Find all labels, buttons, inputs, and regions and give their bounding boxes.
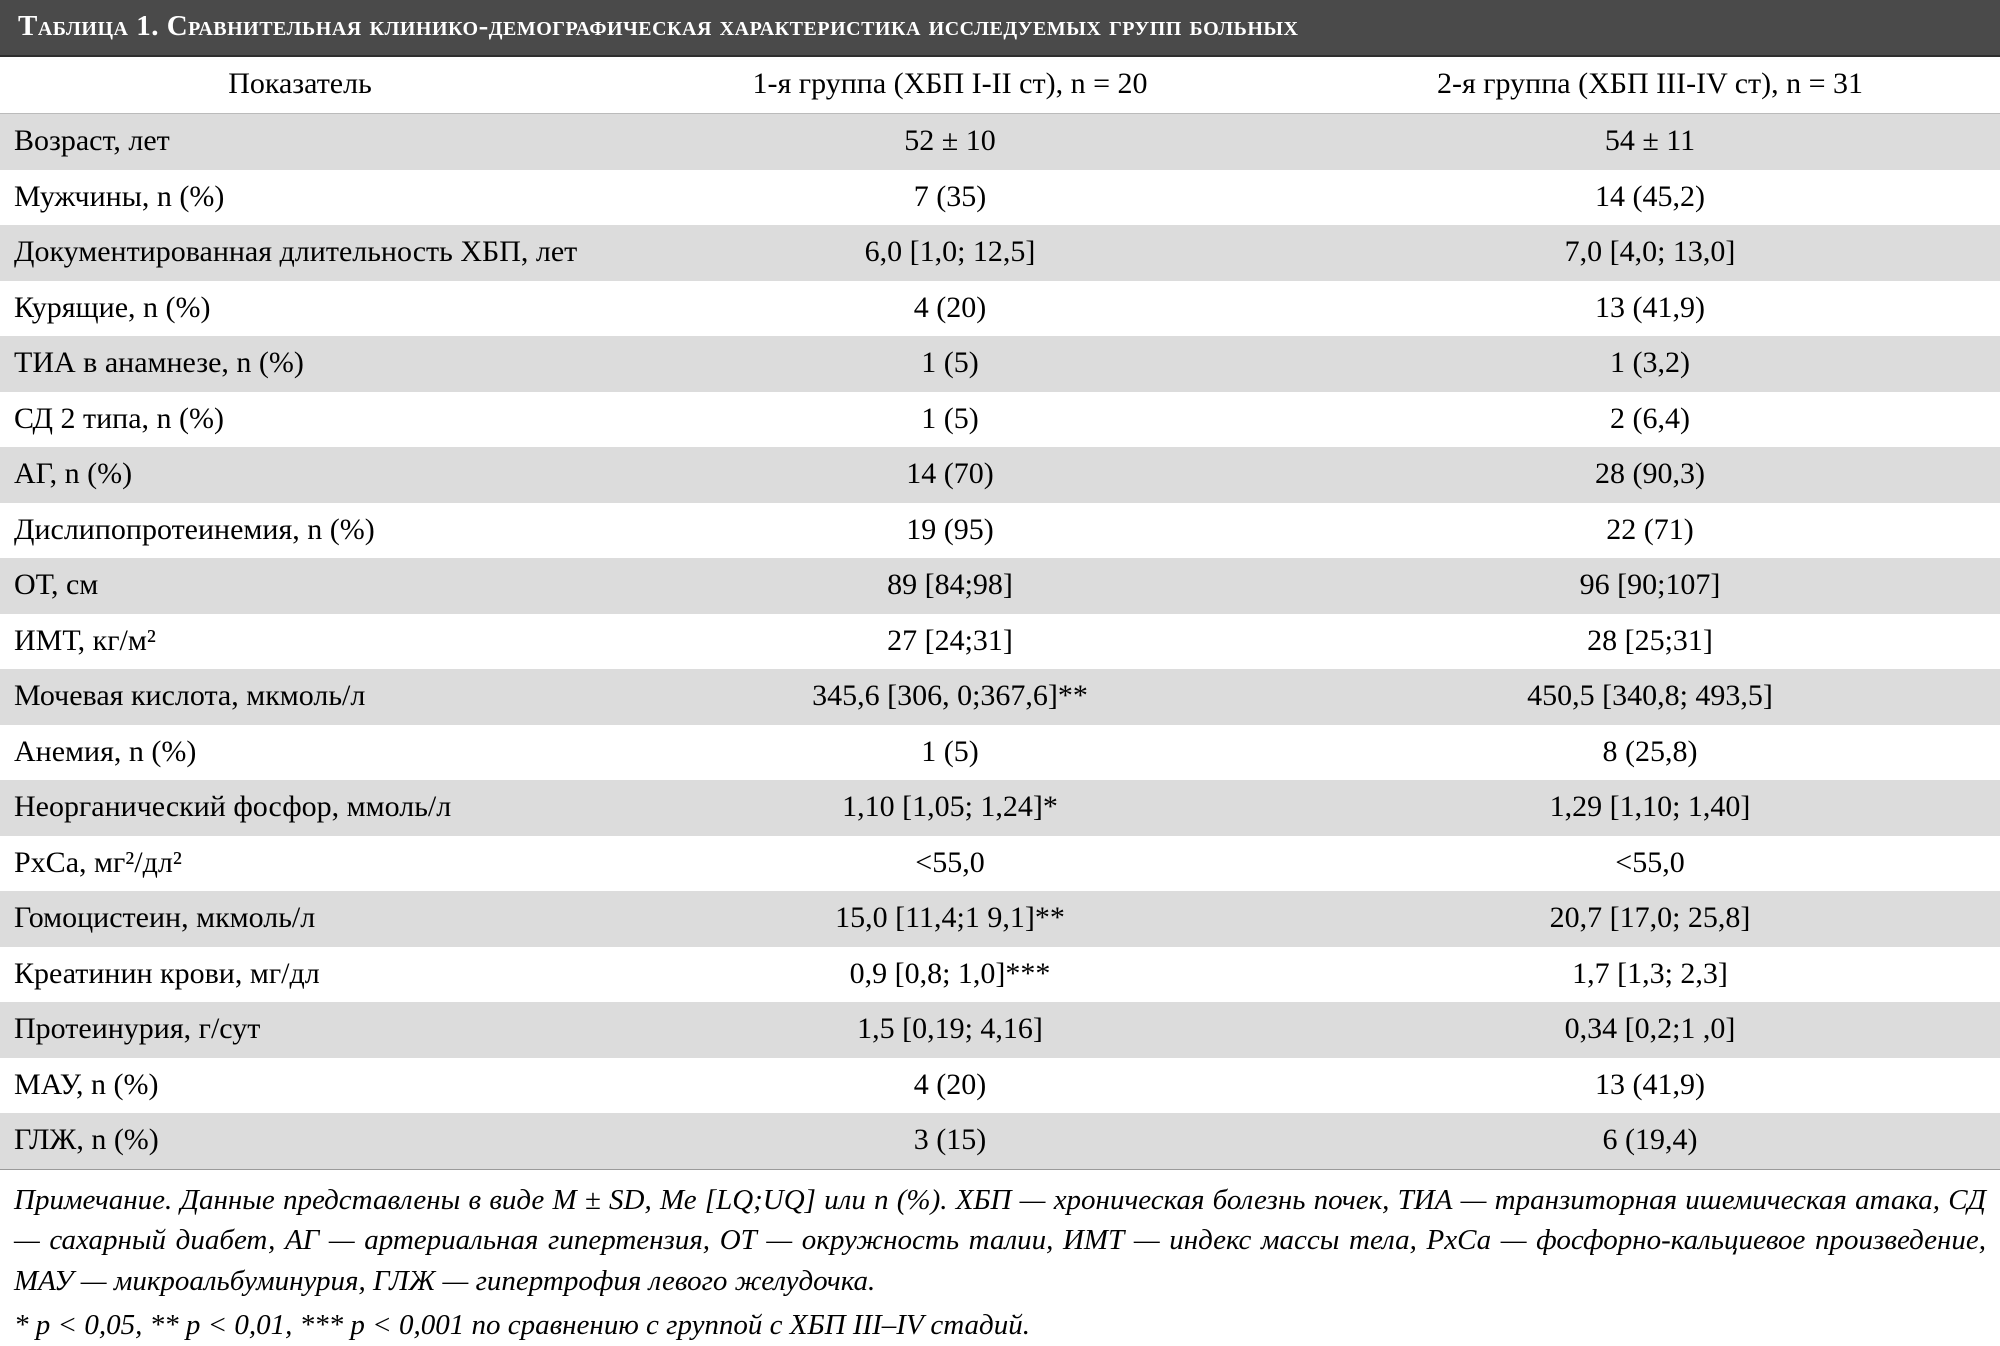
table-title: Таблица 1. Сравнительная клинико-демогра… [0,0,2000,57]
table-row: Дислипопротеинемия, n (%)19 (95)22 (71) [0,503,2000,559]
cell-indicator: Неорганический фосфор, ммоль/л [0,780,600,836]
cell-indicator: Документированная длительность ХБП, лет [0,225,600,281]
table-row: Протеинурия, г/сут1,5 [0,19; 4,16]0,34 [… [0,1002,2000,1058]
cell-group1: 19 (95) [600,503,1300,559]
cell-group1: 1 (5) [600,336,1300,392]
table-row: Неорганический фосфор, ммоль/л1,10 [1,05… [0,780,2000,836]
table-row: Анемия, n (%)1 (5)8 (25,8) [0,725,2000,781]
cell-indicator: Анемия, n (%) [0,725,600,781]
cell-group2: 13 (41,9) [1300,281,2000,337]
footnote-significance: * р < 0,05, ** р < 0,01, *** р < 0,001 п… [14,1305,1986,1346]
cell-group1: 345,6 [306, 0;367,6]** [600,669,1300,725]
col-header-group2: 2-я группа (ХБП III-IV ст), n = 31 [1300,57,2000,114]
cell-group1: 14 (70) [600,447,1300,503]
cell-group2: 96 [90;107] [1300,558,2000,614]
table-row: Документированная длительность ХБП, лет6… [0,225,2000,281]
cell-group1: 6,0 [1,0; 12,5] [600,225,1300,281]
cell-group2: 2 (6,4) [1300,392,2000,448]
table-header-row: Показатель 1-я группа (ХБП I-II ст), n =… [0,57,2000,114]
table-row: ИМТ, кг/м²27 [24;31]28 [25;31] [0,614,2000,670]
cell-group1: 89 [84;98] [600,558,1300,614]
cell-group2: 28 (90,3) [1300,447,2000,503]
cell-group2: 0,34 [0,2;1 ,0] [1300,1002,2000,1058]
table-row: РхСа, мг²/дл²<55,0<55,0 [0,836,2000,892]
cell-group2: 8 (25,8) [1300,725,2000,781]
table-row: МАУ, n (%)4 (20)13 (41,9) [0,1058,2000,1114]
cell-indicator: РхСа, мг²/дл² [0,836,600,892]
cell-group1: 4 (20) [600,1058,1300,1114]
cell-indicator: ОТ, см [0,558,600,614]
cell-group1: 4 (20) [600,281,1300,337]
cell-group2: 1 (3,2) [1300,336,2000,392]
cell-group2: 13 (41,9) [1300,1058,2000,1114]
table-row: Креатинин крови, мг/дл0,9 [0,8; 1,0]***1… [0,947,2000,1003]
clinical-table: Показатель 1-я группа (ХБП I-II ст), n =… [0,57,2000,1169]
cell-group2: 22 (71) [1300,503,2000,559]
cell-indicator: Мочевая кислота, мкмоль/л [0,669,600,725]
cell-indicator: ИМТ, кг/м² [0,614,600,670]
cell-indicator: Мужчины, n (%) [0,170,600,226]
table-row: АГ, n (%)14 (70)28 (90,3) [0,447,2000,503]
col-header-group1: 1-я группа (ХБП I-II ст), n = 20 [600,57,1300,114]
table-row: ТИА в анамнезе, n (%)1 (5)1 (3,2) [0,336,2000,392]
cell-indicator: Протеинурия, г/сут [0,1002,600,1058]
cell-group1: <55,0 [600,836,1300,892]
table-row: ОТ, см89 [84;98]96 [90;107] [0,558,2000,614]
table-row: Курящие, n (%)4 (20)13 (41,9) [0,281,2000,337]
table-row: Мочевая кислота, мкмоль/л345,6 [306, 0;3… [0,669,2000,725]
cell-group1: 27 [24;31] [600,614,1300,670]
cell-indicator: Креатинин крови, мг/дл [0,947,600,1003]
cell-group2: 14 (45,2) [1300,170,2000,226]
cell-group2: 1,7 [1,3; 2,3] [1300,947,2000,1003]
cell-indicator: СД 2 типа, n (%) [0,392,600,448]
cell-indicator: Гомоцистеин, мкмоль/л [0,891,600,947]
cell-indicator: Дислипопротеинемия, n (%) [0,503,600,559]
cell-group1: 1,5 [0,19; 4,16] [600,1002,1300,1058]
col-header-indicator: Показатель [0,57,600,114]
cell-group2: 1,29 [1,10; 1,40] [1300,780,2000,836]
table-row: Мужчины, n (%)7 (35)14 (45,2) [0,170,2000,226]
table-row: СД 2 типа, n (%)1 (5)2 (6,4) [0,392,2000,448]
cell-indicator: Курящие, n (%) [0,281,600,337]
cell-group1: 15,0 [11,4;1 9,1]** [600,891,1300,947]
cell-group1: 1,10 [1,05; 1,24]* [600,780,1300,836]
cell-group2: 20,7 [17,0; 25,8] [1300,891,2000,947]
cell-group2: 450,5 [340,8; 493,5] [1300,669,2000,725]
table-footnote: Примечание. Данные представлены в виде М… [0,1169,2000,1346]
cell-group2: 28 [25;31] [1300,614,2000,670]
cell-group2: 7,0 [4,0; 13,0] [1300,225,2000,281]
cell-group1: 1 (5) [600,725,1300,781]
table-row: Гомоцистеин, мкмоль/л15,0 [11,4;1 9,1]**… [0,891,2000,947]
cell-indicator: Возраст, лет [0,114,600,170]
cell-group1: 7 (35) [600,170,1300,226]
cell-indicator: АГ, n (%) [0,447,600,503]
cell-group1: 0,9 [0,8; 1,0]*** [600,947,1300,1003]
cell-group2: <55,0 [1300,836,2000,892]
cell-group1: 52 ± 10 [600,114,1300,170]
cell-indicator: МАУ, n (%) [0,1058,600,1114]
cell-group2: 54 ± 11 [1300,114,2000,170]
cell-indicator: ТИА в анамнезе, n (%) [0,336,600,392]
cell-group1: 1 (5) [600,392,1300,448]
footnote-main: Примечание. Данные представлены в виде М… [14,1184,1986,1297]
table-row: Возраст, лет52 ± 1054 ± 11 [0,114,2000,170]
table-container: Таблица 1. Сравнительная клинико-демогра… [0,0,2000,1346]
